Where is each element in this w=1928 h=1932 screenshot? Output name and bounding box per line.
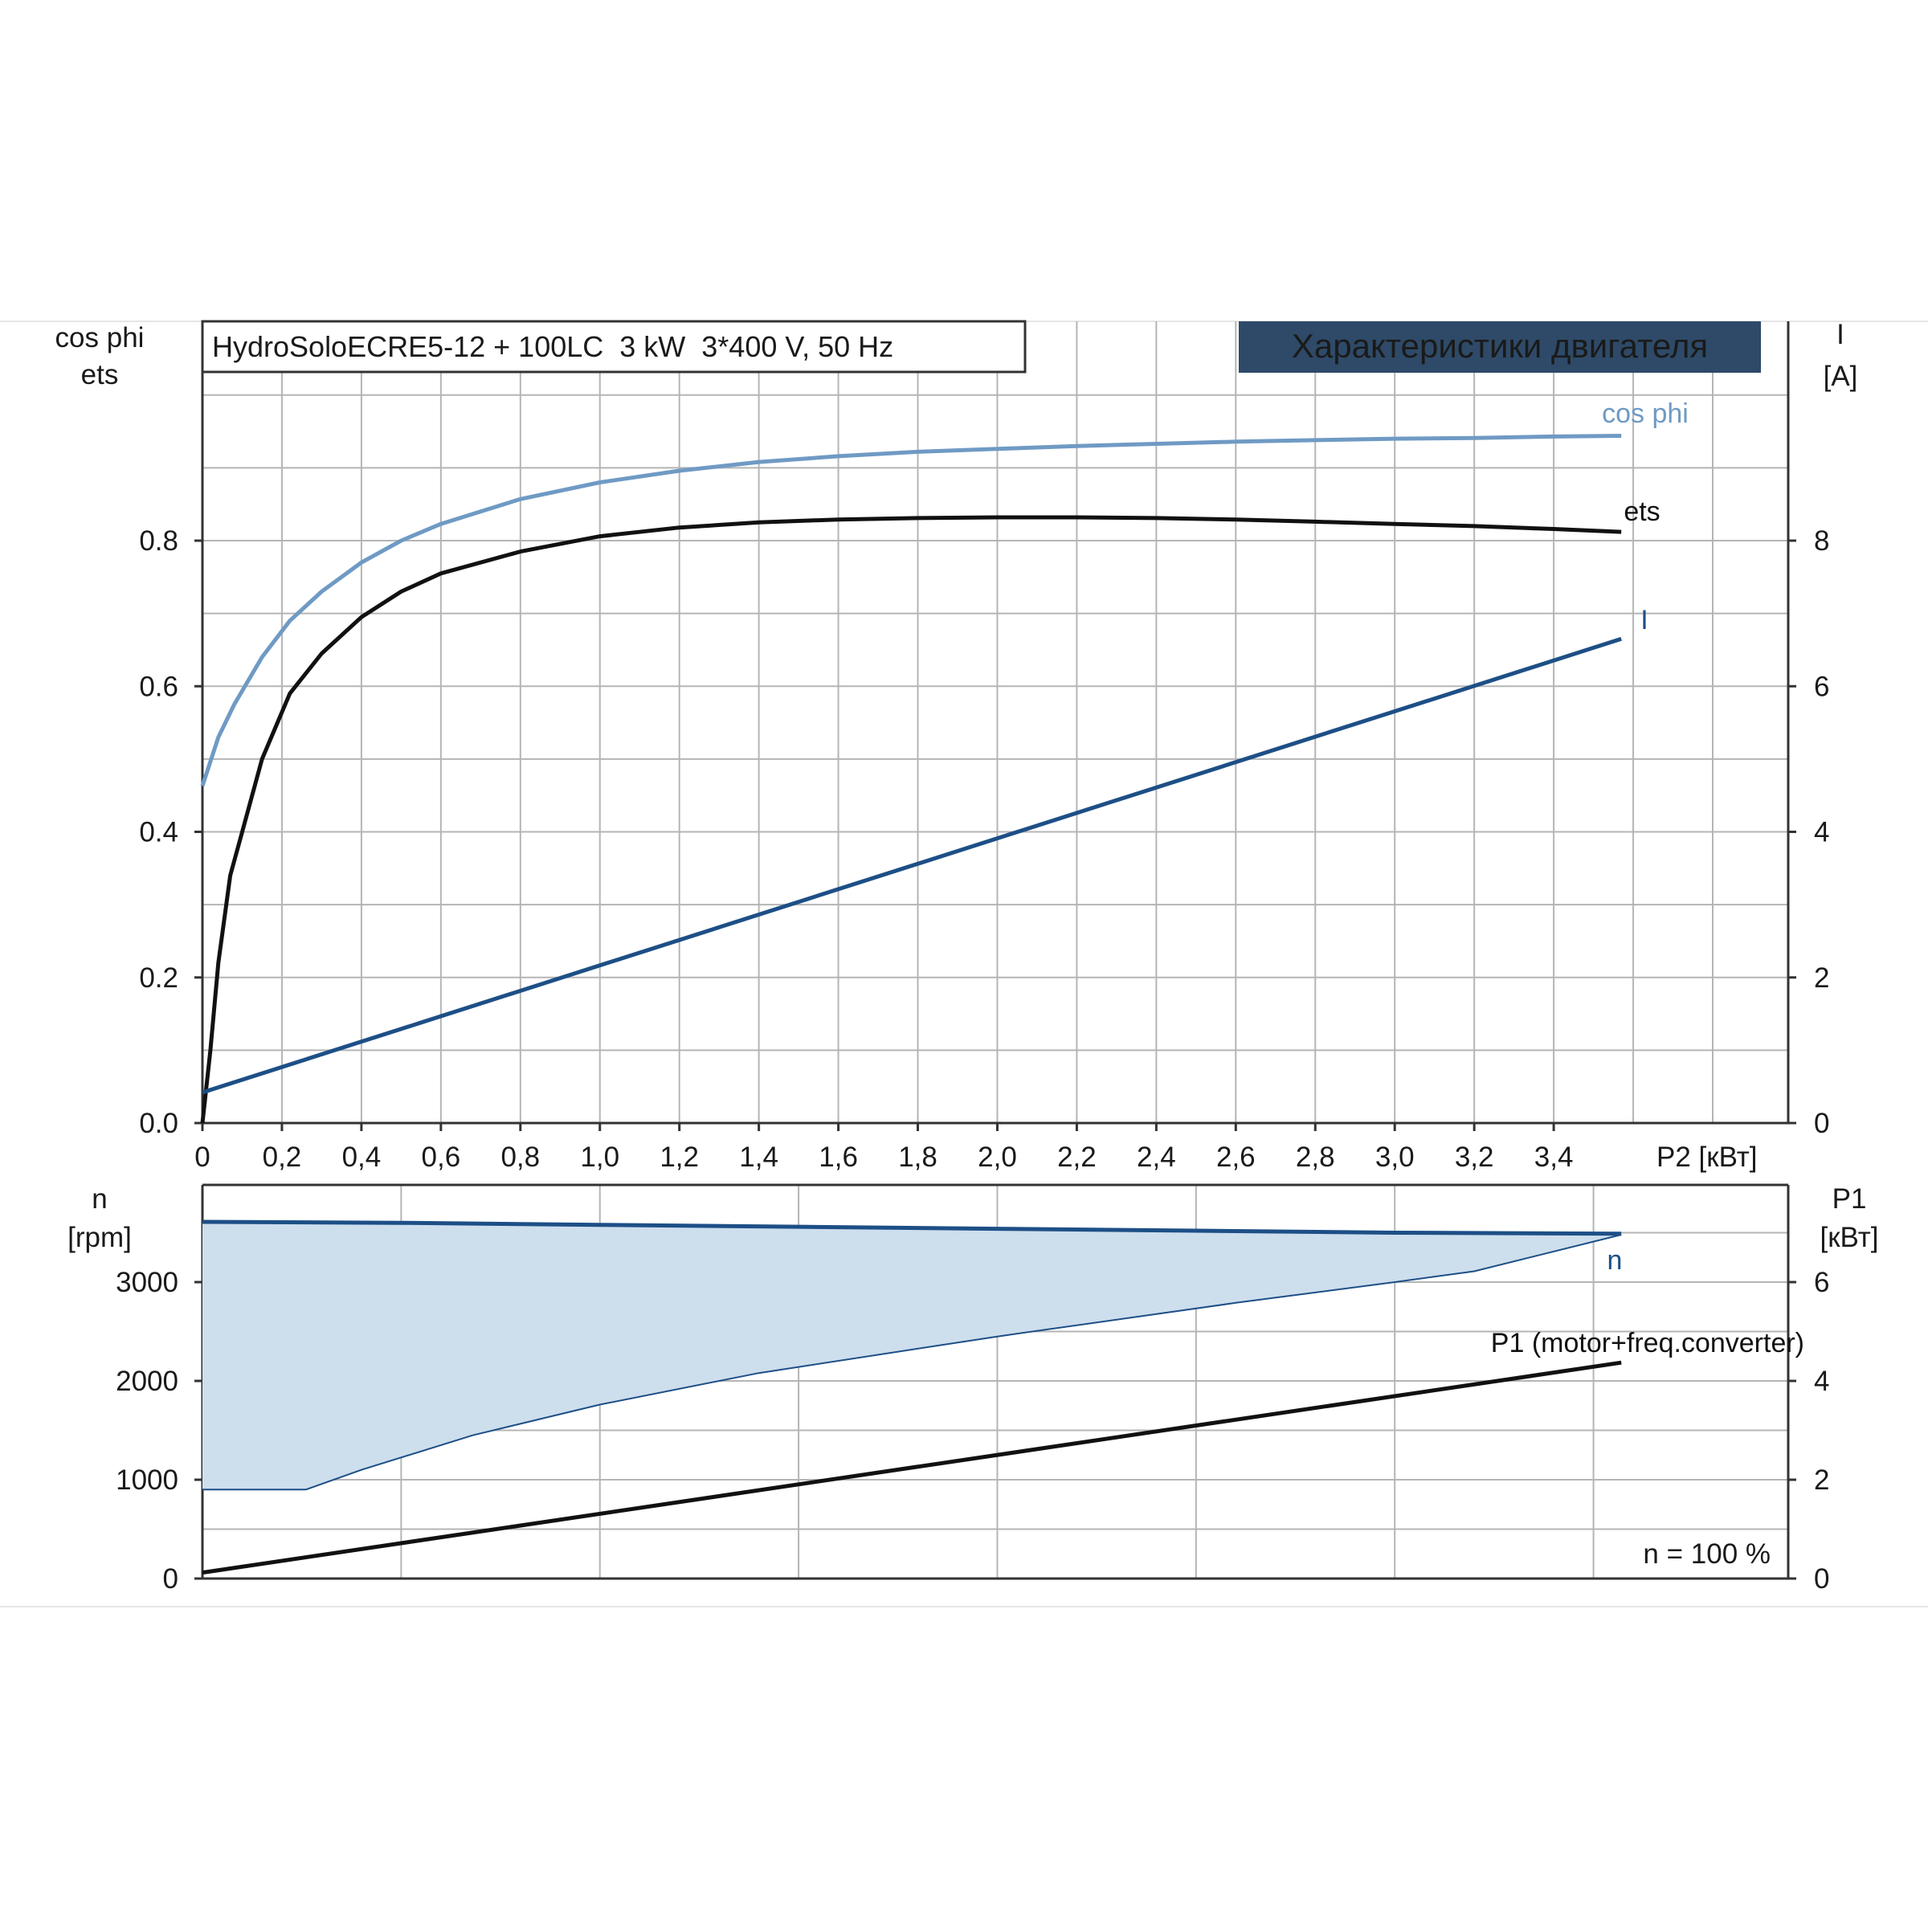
y2-right-tick-label: 2 [1814, 1464, 1829, 1496]
y-right-title-unit: [A] [1824, 361, 1858, 392]
chart-badge: Характеристики двигателя [1292, 327, 1708, 365]
y2-left-tick-label: 3000 [116, 1267, 178, 1298]
y-left-title-cosphi: cos phi [55, 322, 145, 353]
x-tick-label: 2,8 [1296, 1142, 1335, 1173]
x-tick-label: 1,4 [739, 1142, 778, 1173]
x-tick-label: 0,4 [342, 1142, 382, 1173]
speed-annotation: n = 100 % [1643, 1538, 1771, 1570]
y2-right-title-p1: P1 [1832, 1183, 1867, 1215]
badge-bg [1239, 321, 1761, 373]
series-label-n: n [1607, 1245, 1623, 1276]
x-tick-label: 2,0 [978, 1142, 1017, 1173]
y-left-tick-label: 0.0 [139, 1108, 178, 1139]
x-tick-label: 2,4 [1137, 1142, 1176, 1173]
y2-right-title-unit: [кВт] [1820, 1222, 1879, 1253]
x-tick-label: 0,8 [500, 1142, 540, 1173]
series-line-n-min [202, 1234, 1622, 1491]
y-right-title-i: I [1836, 319, 1844, 350]
x-tick-label: 3,4 [1534, 1142, 1574, 1173]
x-tick-label: 1,8 [898, 1142, 937, 1173]
x-tick-label: 1,0 [580, 1142, 619, 1173]
x-tick-label: 3,2 [1455, 1142, 1494, 1173]
y-left-tick-label: 0.2 [139, 962, 178, 994]
x-tick-label: 0 [194, 1142, 210, 1173]
y-right-tick-label: 4 [1814, 817, 1829, 848]
y2-right-tick-label: 6 [1814, 1267, 1829, 1298]
y2-left-title-n: n [92, 1183, 107, 1215]
y-left-tick-label: 0.8 [139, 525, 178, 557]
y-right-tick-label: 6 [1814, 671, 1829, 702]
y2-left-title-unit: [rpm] [67, 1222, 132, 1253]
x-tick-label: 2,2 [1057, 1142, 1097, 1173]
series-label-i: I [1640, 605, 1648, 635]
series-line-p1 [202, 1360, 1622, 1575]
series-label-p1: P1 (motor+freq.converter) [1491, 1328, 1804, 1358]
y-left-tick-label: 0.6 [139, 671, 178, 702]
x-tick-label: 1,6 [819, 1142, 858, 1173]
y2-left-tick-label: 1000 [116, 1464, 178, 1496]
y-left-title-ets: ets [81, 359, 119, 390]
title-box [201, 320, 1027, 374]
y-right-tick-label: 2 [1814, 962, 1829, 994]
chart-title: HydroSoloECRE5-12 + 100LC 3 kW 3*400 V, … [212, 330, 893, 363]
speed-range-area [202, 1222, 1622, 1490]
y-right-tick-label: 0 [1814, 1108, 1829, 1139]
x-tick-label: 0,2 [263, 1142, 302, 1173]
series-label-ets: ets [1624, 496, 1660, 527]
series-line-ets [200, 515, 1622, 1124]
y-left-tick-label: 0.4 [139, 817, 178, 848]
x-tick-label: 3,0 [1375, 1142, 1415, 1173]
y2-right-tick-label: 0 [1814, 1563, 1829, 1595]
x-tick-label: 0,6 [422, 1142, 461, 1173]
x-axis-title: P2 [кВт] [1656, 1142, 1758, 1173]
y-right-tick-label: 8 [1814, 525, 1829, 557]
y2-left-tick-label: 2000 [116, 1366, 178, 1397]
x-tick-label: 2,6 [1216, 1142, 1256, 1173]
series-line-cos-phi [200, 434, 1622, 787]
series-label-cos-phi: cos phi [1602, 398, 1689, 429]
series-line-n [202, 1219, 1622, 1236]
y2-right-tick-label: 4 [1814, 1366, 1829, 1397]
y2-left-tick-label: 0 [163, 1563, 178, 1595]
top-grid [202, 321, 1788, 1123]
x-tick-label: 1,2 [660, 1142, 699, 1173]
series-line-i [202, 636, 1622, 1095]
